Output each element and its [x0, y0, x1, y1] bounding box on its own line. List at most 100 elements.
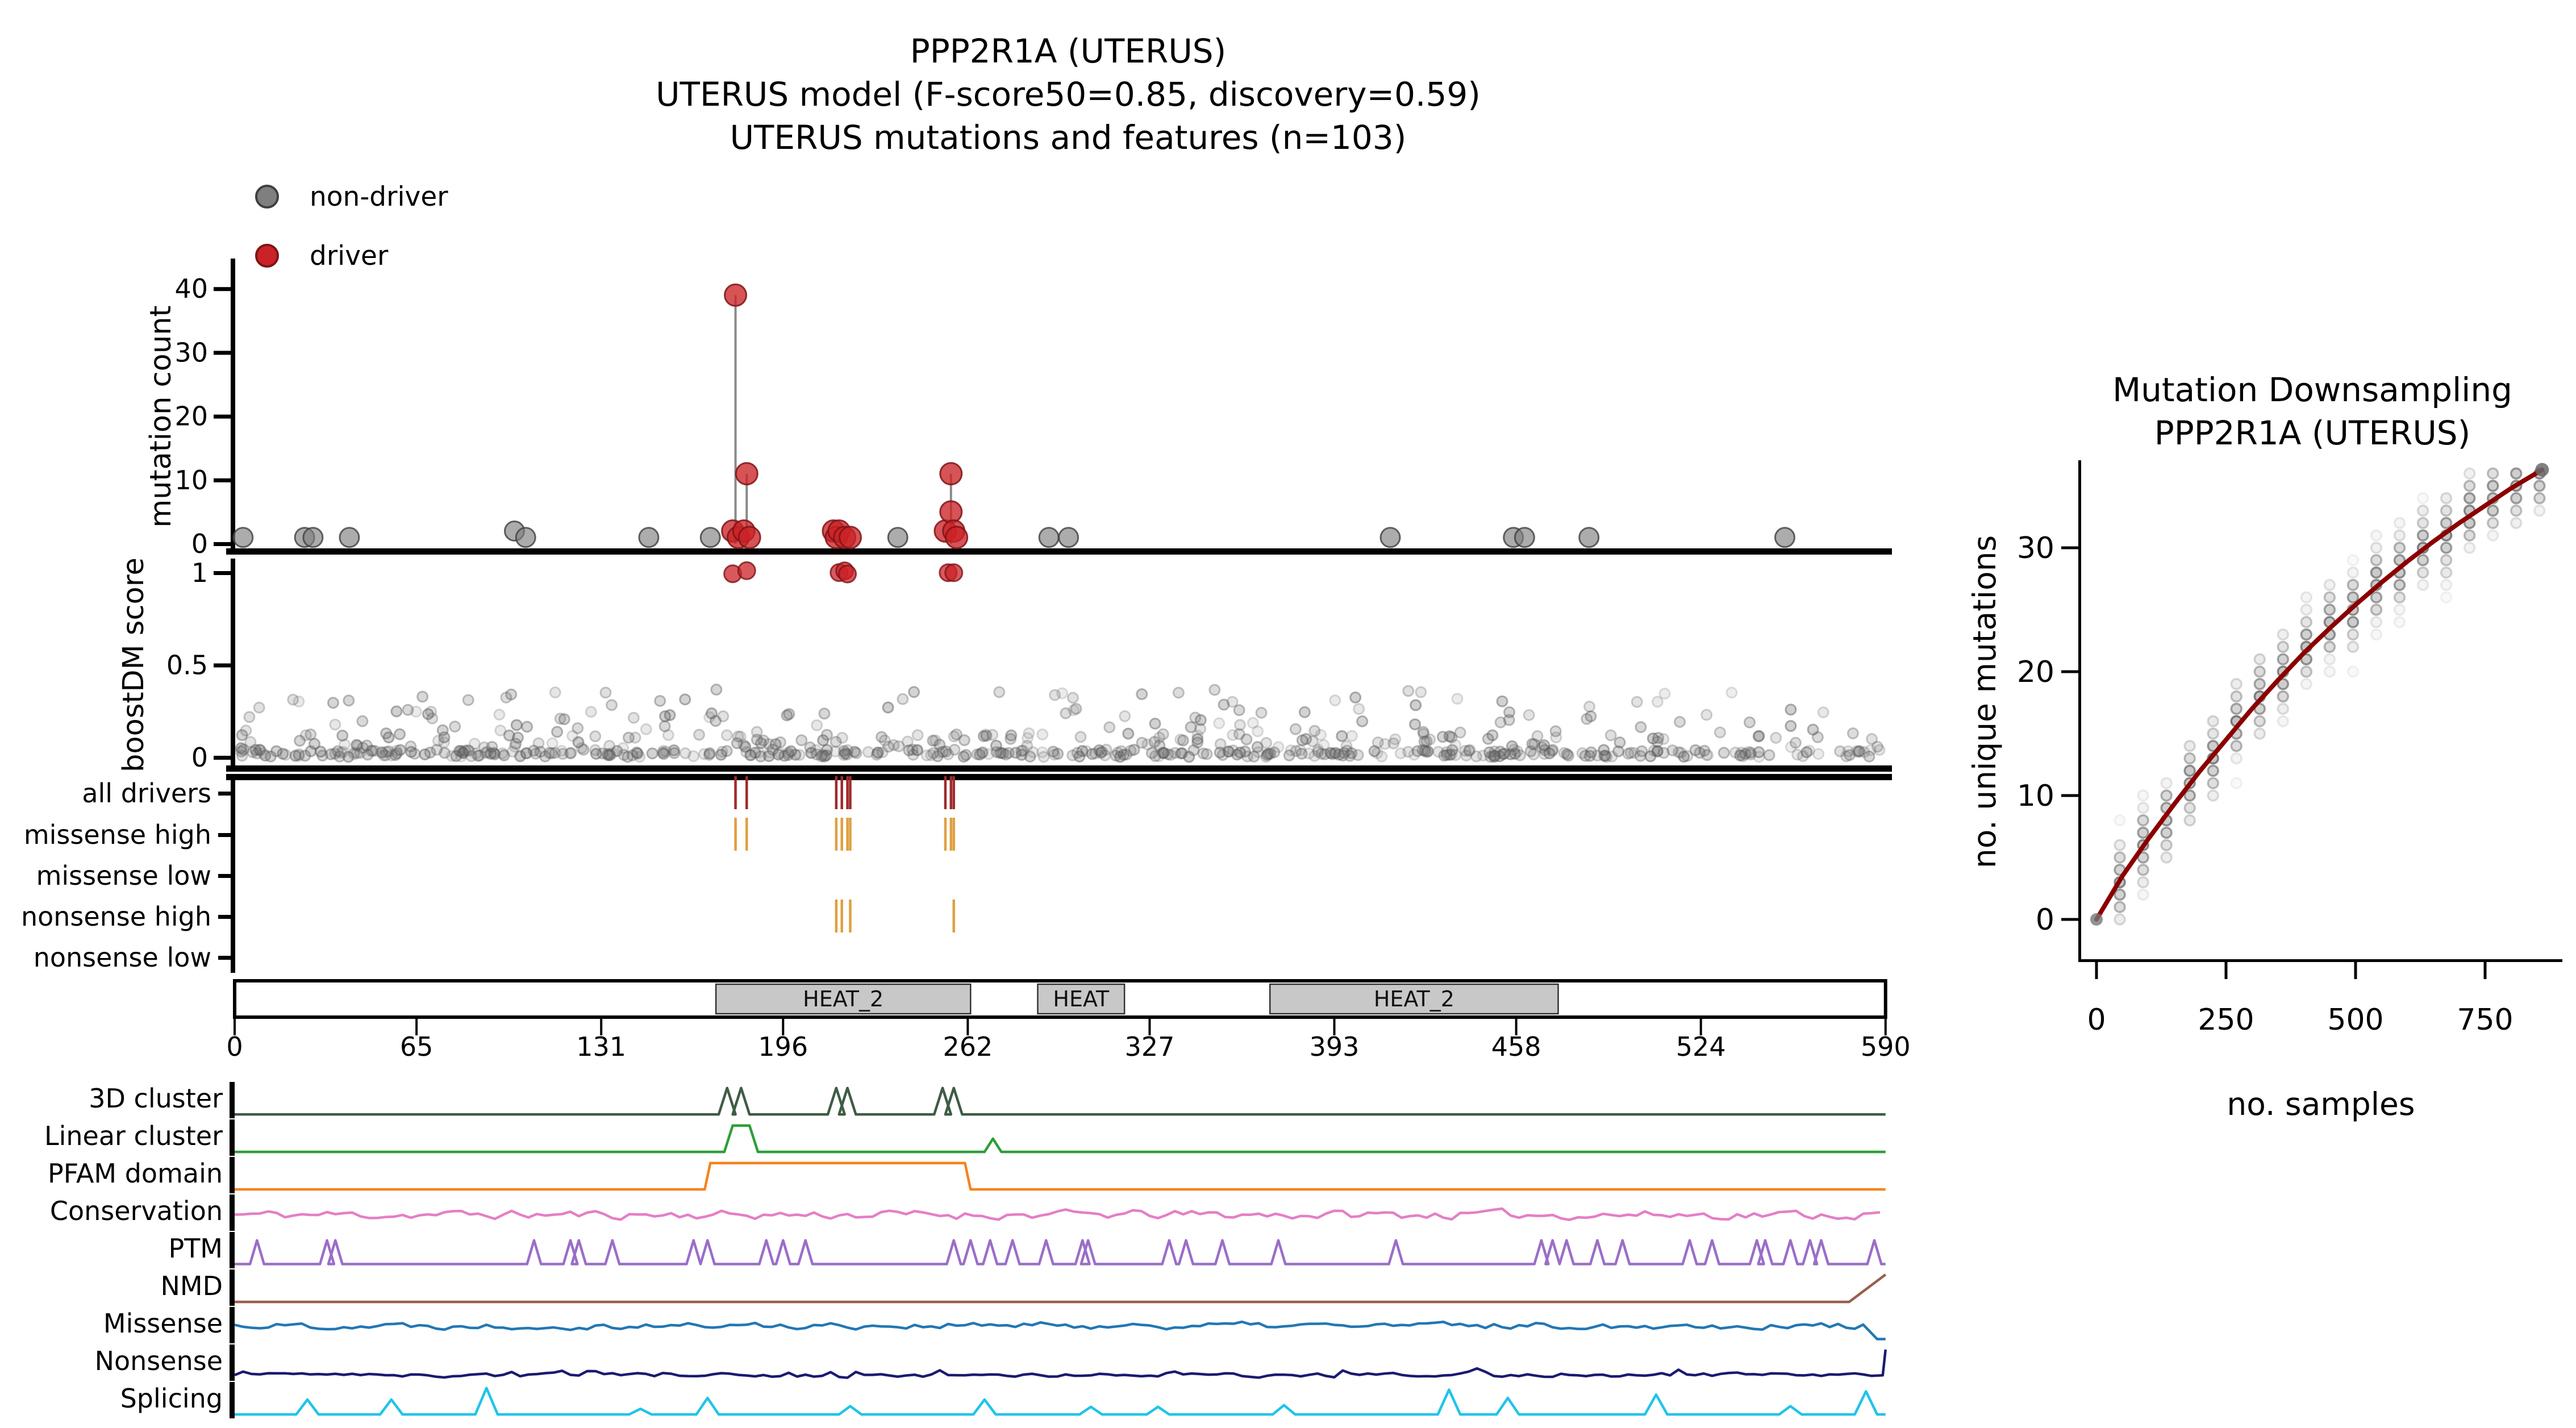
non-driver-legend-label: non-driver: [310, 181, 448, 213]
boostdm-background-dot: [1318, 739, 1330, 751]
boostdm-background-dot: [1345, 730, 1358, 742]
boostdm-background-dot: [1329, 694, 1341, 707]
boostdm-background-dot: [243, 711, 256, 723]
non-driver-mutation-dot: [887, 527, 908, 548]
boostdm-background-dot: [1052, 748, 1064, 760]
boostdm-background-dot: [1340, 740, 1353, 752]
downsampling-dot: [2160, 789, 2173, 802]
boostdm-background-dot: [480, 747, 492, 759]
boostdm-background-dot: [1612, 745, 1624, 757]
boostdm-background-dot: [1248, 750, 1260, 763]
boostdm-background-dot: [465, 750, 477, 763]
boostdm-background-dot: [1324, 747, 1337, 759]
boostdm-background-dot: [1368, 745, 1381, 757]
boostdm-background-dot: [1700, 749, 1713, 761]
boostdm-background-dot: [1538, 739, 1550, 751]
boostdm-background-dot: [1194, 723, 1207, 735]
boostdm-background-dot: [1800, 746, 1813, 759]
boostdm-background-dot: [1622, 747, 1635, 760]
boostdm-background-dot: [1095, 747, 1107, 759]
boostdm-background-dot: [1021, 739, 1033, 752]
boostdm-background-dot: [485, 747, 497, 760]
boostdm-background-dot: [1846, 727, 1859, 740]
downsampling-dot: [2463, 480, 2476, 492]
boostdm-background-dot: [390, 705, 403, 718]
downsampling-dot: [2137, 876, 2149, 889]
boostdm-background-dot: [1604, 729, 1617, 742]
boostdm-background-dot: [897, 693, 909, 705]
boostdm-background-dot: [901, 735, 914, 748]
boostdm-background-dot: [432, 734, 444, 747]
boostdm-background-dot: [751, 734, 763, 746]
downsampling-dot: [2300, 653, 2313, 665]
boostdm-background-dot: [503, 729, 515, 742]
boostdm-background-dot: [820, 749, 832, 761]
downsampling-curve: [2094, 467, 2545, 922]
boostdm-background-dot: [473, 749, 486, 761]
boostdm-background-dot: [419, 748, 431, 761]
boostdm-background-dot: [402, 703, 414, 716]
boostdm-background-dot: [1326, 748, 1339, 760]
boostdm-background-dot: [1579, 750, 1591, 762]
boostdm-background-dot: [1136, 736, 1148, 749]
boostdm-background-dot: [810, 744, 822, 756]
downsampling-x-tick-label: 500: [2327, 1003, 2383, 1037]
boostdm-background-dot: [1308, 750, 1321, 762]
boostdm-background-dot: [769, 738, 782, 751]
boostdm-background-dot: [558, 713, 570, 726]
downsampling-dot: [2393, 529, 2406, 542]
boostdm-background-dot: [1539, 744, 1551, 756]
boostdm-background-dot: [997, 747, 1010, 760]
boostdm-background-dot: [1169, 747, 1181, 759]
boostdm-background-dot: [773, 747, 786, 759]
boostdm-background-dot: [1100, 743, 1112, 756]
downsampling-dot: [2463, 529, 2476, 542]
non-driver-mutation-dot: [1058, 527, 1079, 548]
boostdm-background-dot: [1449, 739, 1462, 751]
non-driver-mutation-dot: [1038, 527, 1060, 548]
boostdm-background-dot: [351, 739, 363, 751]
downsampling-dot: [2440, 591, 2453, 603]
boostdm-background-dot: [1216, 749, 1229, 761]
boostdm-background-dot: [478, 741, 490, 753]
boostdm-background-dot: [293, 696, 305, 708]
boostdm-background-dot: [1526, 738, 1539, 750]
boostdm-background-dot: [703, 711, 716, 723]
downsampling-dot: [2277, 653, 2290, 665]
downsampling-dot: [2137, 888, 2149, 901]
boostdm-background-dot: [622, 731, 635, 744]
boostdm-background-dot: [783, 708, 795, 721]
boostdm-background-dot: [343, 694, 355, 707]
boostdm-background-dot: [410, 705, 422, 718]
boostdm-background-dot: [693, 728, 706, 741]
boostdm-background-dot: [1681, 750, 1694, 762]
boostdm-background-dot: [1576, 747, 1589, 759]
boostdm-background-dot: [1409, 718, 1422, 731]
boostdm-background-dot: [993, 686, 1006, 698]
feature-track-line: [235, 1273, 1887, 1304]
downsampling-dot: [2183, 740, 2196, 752]
boostdm-background-dot: [1494, 716, 1507, 728]
downsampling-dot: [2277, 690, 2290, 703]
boostdm-background-dot: [1424, 733, 1436, 746]
boostdm-background-dot: [942, 748, 954, 760]
boostdm-background-dot: [339, 738, 351, 751]
feature-track-line: [234, 1207, 1881, 1221]
boostdm-background-dot: [352, 740, 364, 752]
boostdm-background-dot: [1345, 747, 1358, 759]
boostdm-background-dot: [1234, 719, 1247, 731]
downsampling-dot: [2230, 678, 2242, 690]
boostdm-background-dot: [1514, 749, 1526, 761]
driver-track-label: nonsense low: [34, 942, 211, 973]
boostdm-background-dot: [925, 749, 937, 761]
boostdm-background-dot: [1222, 746, 1235, 758]
boostdm-background-dot: [1503, 706, 1516, 718]
downsampling-dot: [2416, 504, 2429, 517]
boostdm-background-dot: [1446, 744, 1458, 756]
boostdm-background-dot: [1547, 744, 1559, 756]
boostdm-background-dot: [1115, 745, 1127, 757]
boostdm-background-dot: [995, 747, 1007, 759]
feature-track-line: [235, 1124, 1886, 1154]
downsampling-dot: [2183, 802, 2196, 814]
boostdm-background-dot: [510, 719, 523, 731]
